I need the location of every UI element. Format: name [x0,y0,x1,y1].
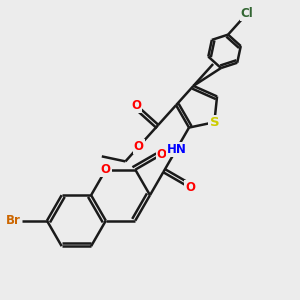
Text: O: O [131,99,141,112]
Text: HN: HN [167,143,186,156]
Text: O: O [134,140,144,153]
Text: O: O [101,163,111,176]
Text: Br: Br [6,214,20,227]
Text: O: O [185,181,195,194]
Text: Cl: Cl [241,7,253,20]
Text: S: S [209,116,219,129]
Text: O: O [157,148,166,161]
